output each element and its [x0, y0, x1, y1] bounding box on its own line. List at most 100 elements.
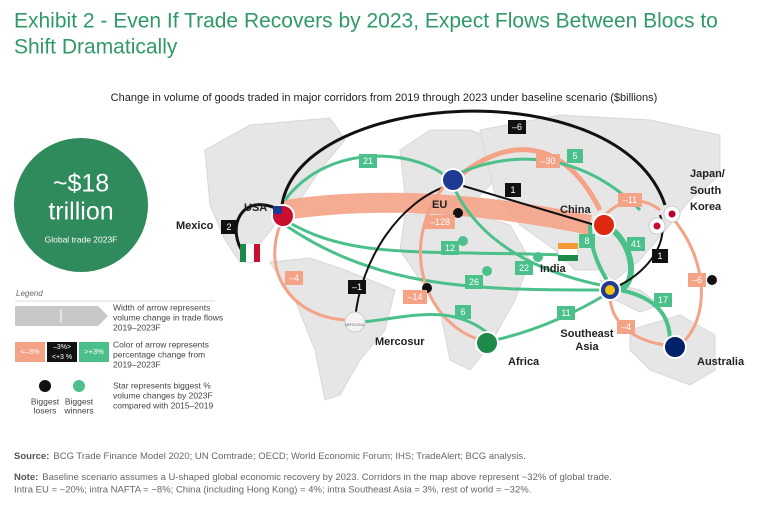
legend-text: Color of arrow represents — [113, 339, 209, 349]
corridor-label: –6 — [692, 275, 702, 285]
legend-swatch-label: >+3% — [84, 347, 104, 356]
global-trade-value: trillion — [48, 198, 113, 226]
region-label: Africa — [508, 356, 540, 368]
corridor-label-box — [557, 306, 575, 320]
source-label: Source: — [14, 451, 49, 462]
corridor-label-box — [627, 237, 645, 251]
corridor-label-box — [536, 154, 560, 168]
region-label: USA — [244, 202, 267, 214]
corridor-label: –4 — [289, 273, 299, 283]
legend-swatch-label: <+3 % — [52, 354, 72, 361]
note: Note: Baseline scenario assumes a U-shape… — [14, 472, 612, 483]
legend-star-label: winners — [63, 405, 93, 415]
corridor-label-box — [441, 241, 459, 255]
subtitle: Change in volume of goods traded in majo… — [111, 92, 658, 104]
legend-text: 2019–2023F — [113, 322, 161, 332]
region-label: Mercosur — [375, 336, 425, 348]
source: Source: BCG Trade Finance Model 2020; UN … — [14, 451, 526, 462]
mercosur-logo-text: MERCOSUL — [345, 323, 365, 327]
corridor-label: –6 — [512, 122, 522, 132]
note-text: Intra EU = ~20%; intra NAFTA = ~8%; Chin… — [14, 485, 531, 496]
corridor-label: 17 — [658, 295, 668, 305]
corridor-label: 1 — [510, 185, 515, 195]
legend-swatch — [15, 342, 45, 362]
region-label: India — [540, 263, 567, 275]
world-map — [204, 114, 721, 401]
bloc-markers: MERCOSUL — [239, 168, 687, 359]
legend-star-label: Biggest — [65, 396, 94, 406]
legend-swatch-label: –3%> — [53, 344, 71, 351]
corridor-label-box — [508, 120, 526, 134]
legend-swatch-label: <–3% — [20, 347, 40, 356]
corridor-label-box — [359, 154, 377, 168]
global-trade-value: ~$18 — [53, 170, 109, 198]
title: Shift Dramatically — [14, 36, 178, 59]
legend-star — [39, 380, 51, 392]
legend-text: Star represents biggest % — [113, 380, 211, 390]
corridor-label-box — [285, 271, 303, 285]
corridor-label-box — [515, 261, 533, 275]
corridor-label: –11 — [623, 195, 637, 205]
note-text: Baseline scenario assumes a U-shaped glo… — [42, 472, 612, 483]
corridor-label: 21 — [363, 156, 373, 166]
source-text: BCG Trade Finance Model 2020; UN Comtrad… — [53, 451, 525, 462]
region-label: South — [690, 185, 721, 197]
corridor-label-box — [348, 280, 366, 294]
corridor-label: –1 — [352, 282, 362, 292]
corridor-label: –30 — [540, 156, 555, 166]
legend-star-label: Biggest — [31, 396, 60, 406]
corridor-label: 41 — [631, 239, 641, 249]
corridor-label: 2 — [226, 222, 231, 232]
corridor-label-box — [455, 305, 471, 319]
corridor-label: –128 — [430, 217, 450, 227]
legend-text: compared with 2015–2019 — [113, 400, 213, 410]
corridor-label-box — [618, 193, 642, 207]
corridor-label: 12 — [445, 243, 455, 253]
corridor-label-box — [221, 220, 237, 234]
corridor-label-box — [403, 290, 427, 304]
title: Exhibit 2 - Even If Trade Recovers by 20… — [14, 10, 718, 33]
region-label: Australia — [697, 356, 745, 368]
legend-text: Width of arrow represents — [113, 302, 210, 312]
corridor-label-box — [617, 320, 635, 334]
corridor-label-box — [579, 234, 595, 248]
corridor-label: 6 — [460, 307, 465, 317]
legend-star-label: losers — [34, 405, 57, 415]
region-label: Southeast — [560, 328, 614, 340]
region-label: Mexico — [176, 220, 214, 232]
global-trade-circle — [14, 138, 148, 272]
corridor-label-box — [654, 293, 672, 307]
region-label: Japan/ — [690, 168, 725, 180]
stars — [422, 208, 717, 293]
corridor-labels: –6 21 –30 5 1 –11 2 –128 12 8 41 1 –4 22 26 –6 –1 –14 17 6 1… — [221, 120, 706, 334]
region-label: EU — [432, 199, 447, 211]
corridor-label: 5 — [572, 151, 577, 161]
legend-text: volume change in trade flows — [113, 312, 223, 322]
legend-star — [73, 380, 85, 392]
corridor-label: 11 — [561, 308, 570, 318]
corridor-label-box — [505, 183, 521, 197]
corridor-label-box — [465, 275, 483, 289]
legend-text: 2019–2023F — [113, 359, 161, 369]
corridor-label: –4 — [621, 322, 631, 332]
corridor-label: 22 — [519, 263, 529, 273]
corridor-label-box — [652, 249, 668, 263]
legend-title: Legend — [16, 289, 43, 298]
corridor-label-box — [567, 149, 583, 163]
corridor-label: –14 — [407, 292, 422, 302]
legend-swatch — [47, 342, 77, 362]
corridor-label: 1 — [657, 251, 662, 261]
corridor-label-box — [425, 215, 455, 229]
legend-text: volume changes by 2023F — [113, 390, 213, 400]
legend-swatch — [79, 342, 109, 362]
region-label: Korea — [690, 201, 722, 213]
legend-text: percentage change from — [113, 349, 205, 359]
corridor-label: 8 — [584, 236, 589, 246]
corridor-label-box — [688, 273, 706, 287]
global-trade-label: Global trade 2023F — [45, 234, 118, 244]
corridor-label: 26 — [469, 277, 479, 287]
region-label: China — [560, 204, 591, 216]
note-label: Note: — [14, 472, 38, 483]
region-label: Asia — [575, 341, 599, 353]
